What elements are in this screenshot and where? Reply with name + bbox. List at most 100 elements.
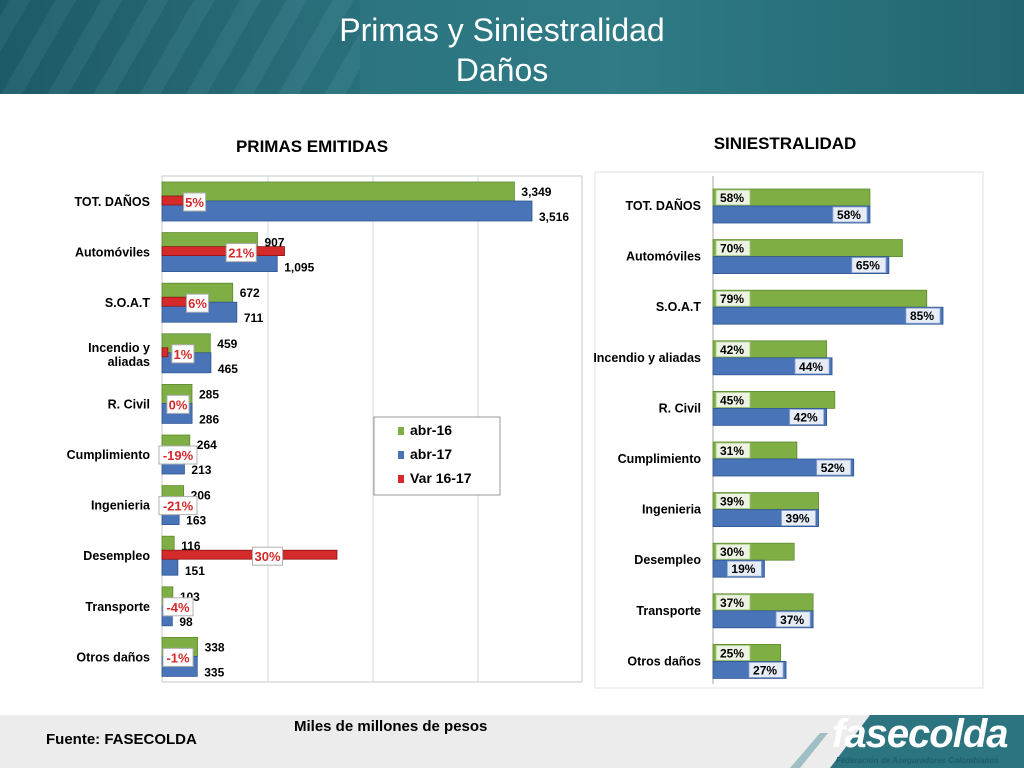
- siniestralidad-category-label: Transporte: [636, 604, 701, 618]
- primas-category-label: TOT. DAÑOS: [75, 194, 150, 209]
- siniestralidad-label-box-abr-16: [715, 189, 751, 206]
- siniestralidad-label-box-abr-17: [905, 307, 941, 324]
- primas-bar-var: [161, 347, 169, 358]
- siniestralidad-bar-abr-17: [712, 256, 890, 275]
- siniestralidad-bar-abr-17: [712, 306, 944, 325]
- siniestralidad-title: SINIESTRALIDAD: [714, 134, 857, 153]
- siniestralidad-label-box-abr-16: [715, 442, 751, 459]
- siniestralidad-label-box-abr-17: [748, 662, 784, 678]
- primas-category-label: Otros daños: [76, 650, 150, 664]
- primas-value-label-abr-17: 1,095: [284, 261, 314, 275]
- primas-legend-label: Var 16-17: [410, 470, 472, 486]
- primas-var-callout-label: 6%: [188, 296, 207, 311]
- siniestralidad-value-label-abr-16: 31%: [720, 444, 744, 458]
- siniestralidad-label-box-abr-16: [715, 594, 751, 611]
- primas-var-callout-box: [171, 344, 195, 364]
- primas-value-label-abr-17: 163: [186, 514, 206, 528]
- siniestralidad-value-label-abr-16: 25%: [720, 646, 744, 660]
- primas-value-label-abr-17: 98: [179, 615, 193, 629]
- primas-var-callout-box: [183, 192, 207, 212]
- siniestralidad-label-box-abr-17: [727, 560, 762, 577]
- primas-value-label-abr-16: 459: [217, 337, 237, 351]
- primas-var-callout-box: [252, 546, 283, 566]
- siniestralidad-label-box-abr-16: [715, 493, 751, 510]
- primas-category-label: Desempleo: [83, 549, 150, 563]
- siniestralidad-label-box-abr-17: [816, 459, 852, 476]
- siniestralidad-value-label-abr-16: 45%: [720, 393, 744, 407]
- primas-category-label: Ingenieria: [91, 499, 151, 513]
- unit-note: Miles de millones de pesos: [294, 718, 488, 735]
- primas-var-callout-box: [166, 394, 190, 414]
- primas-legend-swatch: [398, 475, 404, 483]
- primas-var-callout-label: 30%: [254, 549, 280, 564]
- siniestralidad-category-label: Cumplimiento: [618, 452, 702, 466]
- primas-bar-var: [161, 549, 338, 560]
- primas-bar-abr-17: [161, 200, 533, 222]
- logo-wordmark: fasecolda: [832, 712, 1009, 756]
- siniestralidad-value-label-abr-17: 44%: [799, 360, 823, 374]
- logo-subtext: Federación de Aseguradores Colombianos: [836, 756, 999, 765]
- primas-var-callout-label: 5%: [185, 195, 204, 210]
- siniestralidad-value-label-abr-17: 58%: [837, 208, 861, 222]
- primas-var-callout-label: 1%: [174, 347, 193, 362]
- primas-category-label: Transporte: [85, 600, 150, 614]
- primas-value-label-abr-16: 672: [240, 286, 260, 300]
- siniestralidad-label-box-abr-16: [715, 290, 751, 307]
- siniestralidad-label-box-abr-17: [832, 206, 868, 223]
- siniestralidad-value-label-abr-16: 37%: [720, 596, 744, 610]
- siniestralidad-value-label-abr-17: 65%: [856, 259, 880, 273]
- siniestralidad-category-label: Ingenieria: [642, 503, 702, 517]
- primas-var-callout-box: [158, 445, 198, 465]
- primas-var-callout-label: -4%: [166, 600, 190, 615]
- siniestralidad-label-box-abr-16: [715, 240, 751, 257]
- siniestralidad-label-box-abr-17: [789, 408, 825, 425]
- primas-category-label: Incendio y: [88, 341, 150, 355]
- siniestralidad-value-label-abr-17: 85%: [910, 309, 934, 323]
- siniestralidad-value-label-abr-16: 39%: [720, 495, 744, 509]
- primas-var-callout-label: 0%: [169, 397, 188, 412]
- primas-value-label-abr-17: 151: [185, 564, 205, 578]
- siniestralidad-label-box-abr-16: [715, 391, 751, 408]
- siniestralidad-category-label: TOT. DAÑOS: [626, 198, 701, 213]
- primas-legend-swatch: [398, 427, 404, 435]
- siniestralidad-value-label-abr-17: 39%: [786, 512, 810, 526]
- siniestralidad-label-box-abr-17: [851, 257, 887, 274]
- siniestralidad-category-label: R. Civil: [659, 401, 701, 415]
- primas-category-label: S.O.A.T: [105, 296, 151, 310]
- siniestralidad-bar-abr-17: [712, 205, 871, 224]
- siniestralidad-label-box-abr-17: [775, 611, 811, 628]
- primas-value-label-abr-17: 286: [199, 412, 219, 426]
- primas-value-label-abr-16: 3,349: [521, 185, 551, 199]
- siniestralidad-value-label-abr-16: 70%: [720, 242, 744, 256]
- primas-value-label-abr-16: 907: [264, 236, 284, 250]
- slide-subtitle: Daños: [455, 52, 549, 88]
- siniestralidad-value-label-abr-16: 79%: [720, 292, 744, 306]
- siniestralidad-value-label-abr-17: 37%: [780, 613, 804, 627]
- primas-value-label-abr-17: 711: [244, 311, 264, 325]
- slide-header: Primas y Siniestralidad Daños: [0, 0, 1024, 94]
- primas-legend: [373, 416, 501, 496]
- primas-legend-swatch: [398, 451, 404, 459]
- primas-value-label-abr-16: 285: [199, 387, 219, 401]
- primas-value-label-abr-17: 3,516: [539, 210, 569, 224]
- primas-category-label: aliadas: [108, 355, 150, 369]
- siniestralidad-value-label-abr-16: 58%: [720, 191, 744, 205]
- slide-title: Primas y Siniestralidad: [339, 12, 665, 48]
- siniestralidad-value-label-abr-17: 52%: [821, 461, 845, 475]
- source-note: Fuente: FASECOLDA: [46, 731, 197, 748]
- primas-category-label: R. Civil: [108, 397, 150, 411]
- primas-var-callout-label: -19%: [163, 448, 194, 463]
- primas-bar-abr-16: [161, 181, 515, 202]
- primas-var-callout-box: [162, 597, 194, 617]
- primas-var-callout-label: -21%: [163, 499, 194, 514]
- siniestralidad-value-label-abr-17: 27%: [753, 663, 777, 677]
- primas-bar-var: [161, 246, 285, 257]
- siniestralidad-category-label: S.O.A.T: [656, 300, 702, 314]
- siniestralidad-value-label-abr-17: 19%: [731, 562, 755, 576]
- primas-var-callout-box: [186, 293, 209, 313]
- siniestralidad-label-box-abr-16: [715, 645, 751, 661]
- primas-category-label: Automóviles: [75, 246, 150, 260]
- siniestralidad-value-label-abr-16: 30%: [720, 545, 744, 559]
- primas-value-label-abr-16: 338: [205, 640, 225, 654]
- siniestralidad-label-box-abr-16: [715, 543, 751, 560]
